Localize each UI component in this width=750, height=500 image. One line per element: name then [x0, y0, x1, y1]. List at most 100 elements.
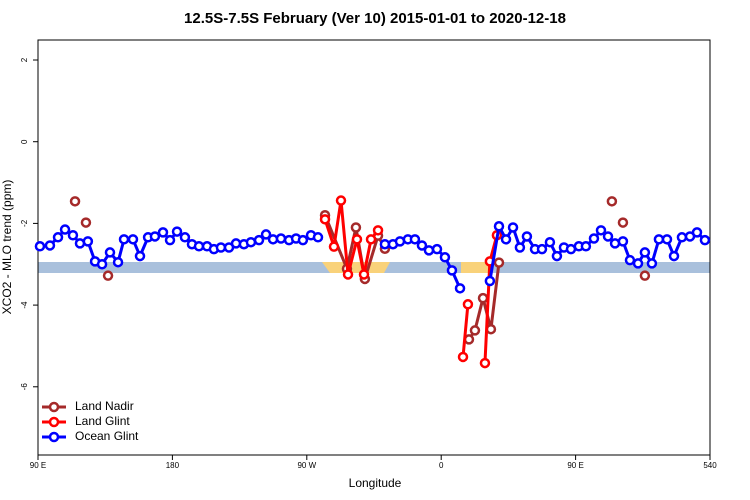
data-point — [365, 234, 377, 245]
data-point — [699, 234, 711, 246]
legend-label: Ocean Glint — [75, 429, 139, 443]
data-point — [606, 196, 618, 207]
data-point — [59, 224, 71, 235]
x-tick-label: 180 — [166, 461, 180, 470]
data-point — [493, 221, 505, 232]
data-point — [536, 243, 548, 255]
data-point — [164, 234, 176, 246]
chart-title: 12.5S-7.5S February (Ver 10) 2015-01-01 … — [184, 10, 566, 27]
data-point — [34, 241, 46, 252]
data-point — [149, 231, 161, 242]
data-point — [179, 232, 191, 243]
data-point — [118, 234, 130, 245]
y-tick-label: -2 — [20, 219, 29, 227]
data-point — [639, 247, 651, 258]
data-point — [477, 292, 489, 304]
data-point — [312, 232, 324, 243]
data-point — [335, 195, 347, 206]
data-point — [409, 234, 421, 245]
data-point — [372, 225, 384, 236]
data-point — [676, 232, 688, 243]
data-point — [102, 270, 114, 281]
data-point — [580, 241, 592, 252]
data-point — [379, 238, 391, 250]
data-point — [653, 234, 665, 245]
data-point — [624, 254, 636, 266]
x-tick-label: 90 E — [30, 461, 46, 470]
data-point — [439, 252, 451, 263]
y-axis-label: XCO2 - MLO trend (ppm) — [0, 180, 14, 315]
legend-marker — [48, 416, 60, 428]
data-point — [500, 234, 512, 245]
legend-label: Land Glint — [75, 414, 130, 428]
data-point — [595, 225, 607, 236]
data-point — [297, 234, 309, 246]
legend-label: Land Nadir — [75, 399, 134, 413]
data-point — [602, 231, 614, 242]
legend-marker — [48, 431, 60, 443]
data-point — [342, 269, 354, 280]
x-tick-label: 90 E — [567, 461, 583, 470]
data-point — [350, 222, 362, 233]
data-point — [44, 240, 56, 251]
data-point — [617, 217, 629, 228]
data-point — [479, 357, 491, 369]
x-tick-label: 540 — [703, 461, 717, 470]
data-point — [521, 231, 533, 242]
data-point — [691, 227, 703, 238]
y-tick-label: 0 — [20, 139, 29, 144]
y-tick-label: -4 — [20, 301, 29, 309]
data-point — [668, 250, 680, 262]
data-point — [514, 242, 526, 253]
y-tick-label: -6 — [20, 383, 29, 391]
data-point — [275, 233, 287, 244]
data-point — [319, 214, 331, 225]
data-point — [134, 250, 146, 262]
data-point — [112, 256, 124, 268]
data-point — [646, 258, 658, 269]
data-point — [69, 196, 81, 207]
data-point — [588, 233, 600, 244]
data-point — [104, 247, 116, 258]
data-point — [507, 222, 519, 233]
data-point — [431, 243, 443, 255]
data-point — [462, 299, 474, 310]
x-axis-label: Longitude — [349, 476, 402, 490]
data-point — [351, 234, 363, 245]
data-point — [215, 242, 227, 253]
data-point — [171, 226, 183, 237]
x-tick-label: 0 — [439, 461, 444, 470]
data-point — [446, 265, 458, 276]
data-point — [245, 236, 257, 248]
data-point — [82, 236, 94, 247]
data-point — [457, 351, 469, 363]
data-point — [454, 283, 466, 294]
x-tick-label: 90 W — [297, 461, 316, 470]
data-point — [469, 325, 481, 336]
y-tick-label: 2 — [20, 57, 29, 62]
data-point — [416, 240, 428, 251]
data-point — [358, 269, 370, 280]
legend-marker — [48, 401, 60, 413]
data-point — [632, 258, 644, 269]
land-band — [322, 262, 390, 273]
data-point — [253, 234, 265, 246]
data-point — [157, 227, 169, 238]
data-point — [67, 229, 79, 241]
data-point — [661, 234, 673, 245]
data-point — [493, 257, 505, 268]
data-point — [260, 229, 272, 240]
data-point — [127, 234, 139, 245]
land-band — [461, 262, 490, 273]
data-point — [639, 270, 651, 281]
data-point — [328, 241, 340, 252]
data-point — [96, 258, 108, 270]
data-point — [544, 236, 556, 248]
data-point — [80, 217, 92, 228]
data-point — [617, 236, 629, 247]
data-point — [551, 250, 563, 262]
data-point — [423, 245, 435, 256]
data-point — [484, 275, 496, 287]
data-point — [193, 241, 205, 252]
